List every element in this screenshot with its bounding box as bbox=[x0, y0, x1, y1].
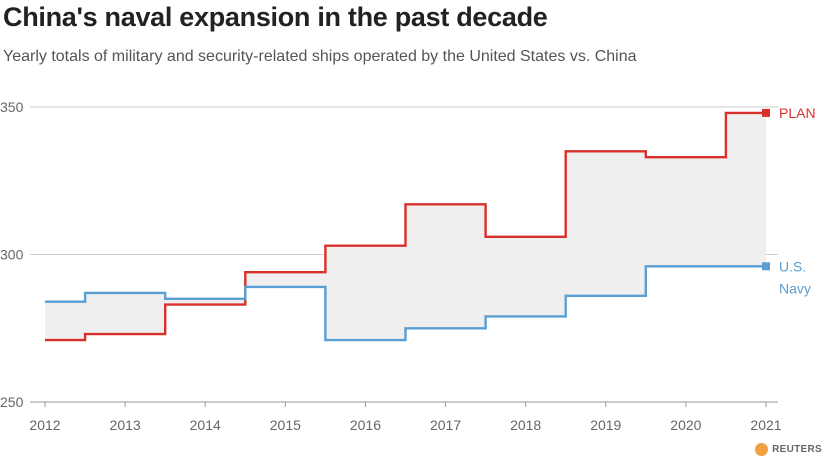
x-tick-label-2014: 2014 bbox=[190, 417, 221, 433]
x-tick-label-2015: 2015 bbox=[270, 417, 301, 433]
x-tick-label-2020: 2020 bbox=[670, 417, 701, 433]
y-tick-label-250: 250 bbox=[0, 394, 24, 410]
y-axis: 250 300 350 bbox=[0, 99, 24, 410]
credit-label: REUTERS bbox=[772, 444, 822, 455]
end-marker-plan bbox=[762, 108, 770, 117]
series-label-u-s-navy-1: Navy bbox=[779, 280, 811, 296]
reuters-credit: REUTERS bbox=[755, 443, 822, 456]
x-tick-label-2012: 2012 bbox=[29, 417, 60, 433]
reuters-logo-icon bbox=[755, 443, 769, 456]
x-tick-label-2018: 2018 bbox=[510, 417, 541, 433]
x-tick-label-2017: 2017 bbox=[430, 417, 461, 433]
series-labels: PLAN U.S. Navy bbox=[779, 105, 816, 296]
chart-title: China's naval expansion in the past deca… bbox=[3, 2, 548, 32]
series-lines bbox=[45, 111, 766, 342]
series-label-u-s-navy: U.S. bbox=[779, 258, 806, 274]
x-tick-label-2019: 2019 bbox=[590, 417, 621, 433]
y-tick-label-350: 350 bbox=[0, 99, 24, 115]
end-marker-u-s-navy bbox=[762, 262, 770, 271]
chart-subtitle: Yearly totals of military and security-r… bbox=[3, 48, 637, 65]
x-tick-label-2021: 2021 bbox=[750, 417, 781, 433]
x-tick-label-2016: 2016 bbox=[350, 417, 381, 433]
series-end-markers bbox=[762, 108, 770, 271]
series-label-plan: PLAN bbox=[779, 105, 816, 121]
y-tick-label-300: 300 bbox=[0, 247, 24, 263]
x-tick-label-2013: 2013 bbox=[110, 417, 141, 433]
x-axis: 2012 2013 2014 2015 2016 2017 2018 2019 2020 2021 bbox=[29, 401, 782, 433]
series-line-u-s-navy bbox=[45, 265, 766, 342]
series-line-plan bbox=[45, 111, 766, 342]
